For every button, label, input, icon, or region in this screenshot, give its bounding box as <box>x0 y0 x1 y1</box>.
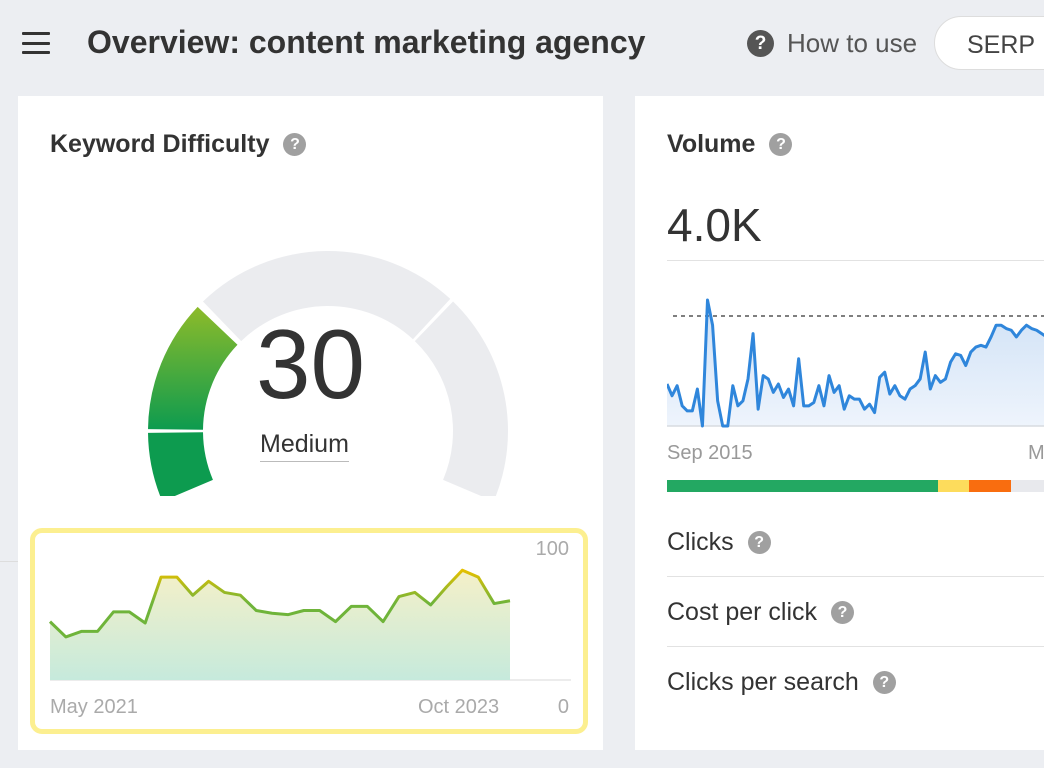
y-min-label: 0 <box>557 696 569 718</box>
page-title: Overview: content marketing agency <box>87 24 646 60</box>
divider <box>667 576 1044 577</box>
help-icon[interactable]: ? <box>747 531 771 554</box>
how-to-use-link[interactable]: ? How to use <box>747 28 917 59</box>
volume-area <box>667 300 1044 426</box>
gauge-segment-easy <box>148 432 213 496</box>
menu-icon[interactable] <box>22 32 50 54</box>
distribution-segment <box>667 480 938 492</box>
keyword-difficulty-card: Keyword Difficulty ? 30 Medium 100 0 May… <box>18 96 603 750</box>
kd-value: 30 <box>255 309 365 419</box>
volume-card: Volume ? 4.0K Sep 2015 M Clicks? Cost pe… <box>635 96 1044 750</box>
kd-history-plot <box>48 568 571 681</box>
x-start-label: May 2021 <box>50 696 138 718</box>
difficulty-gauge <box>148 251 508 496</box>
kd-line <box>48 568 511 639</box>
volume-history-chart <box>667 298 1044 428</box>
card-title: Keyword Difficulty ? <box>50 130 307 159</box>
distribution-segment <box>1010 480 1044 492</box>
divider <box>0 561 30 562</box>
volume-title: Volume <box>667 130 756 158</box>
kd-history-chart: 100 0 May 2021 Oct 2023 <box>30 528 588 734</box>
x-start-label: Sep 2015 <box>667 442 753 464</box>
divider <box>667 260 1044 261</box>
metric-row-clicks-per-search: Clicks per search? <box>667 668 896 697</box>
row-label: Clicks per search <box>667 668 859 696</box>
kd-label: Medium <box>260 430 349 462</box>
kd-area <box>50 570 510 680</box>
volume-line <box>667 298 1044 428</box>
help-icon[interactable]: ? <box>872 671 896 694</box>
gauge-segment-medium-filled <box>148 306 238 430</box>
gauge-segment-track <box>202 251 451 342</box>
row-label: Cost per click <box>667 598 818 626</box>
metric-row-clicks: Clicks? <box>667 528 771 557</box>
gauge-segment-track <box>414 301 508 496</box>
header: Overview: content marketing agency ? How… <box>0 0 1044 90</box>
how-to-use-label: How to use <box>787 28 918 58</box>
card-title: Volume ? <box>667 130 793 159</box>
help-icon[interactable]: ? <box>831 601 855 624</box>
help-icon[interactable]: ? <box>283 133 307 156</box>
serp-button[interactable]: SERP <box>934 16 1044 70</box>
y-max-label: 100 <box>535 538 569 560</box>
divider <box>667 646 1044 647</box>
help-icon: ? <box>747 30 774 57</box>
distribution-segment <box>937 480 969 492</box>
help-icon[interactable]: ? <box>769 133 793 156</box>
metric-row-cpc: Cost per click? <box>667 598 855 627</box>
x-end-label: Oct 2023 <box>418 696 500 718</box>
volume-value: 4.0K <box>667 199 762 251</box>
position-distribution-bar <box>667 480 1044 492</box>
row-label: Clicks <box>667 528 734 556</box>
kd-title: Keyword Difficulty <box>50 130 270 158</box>
x-end-label: M <box>1028 442 1044 464</box>
distribution-segment <box>968 480 1011 492</box>
